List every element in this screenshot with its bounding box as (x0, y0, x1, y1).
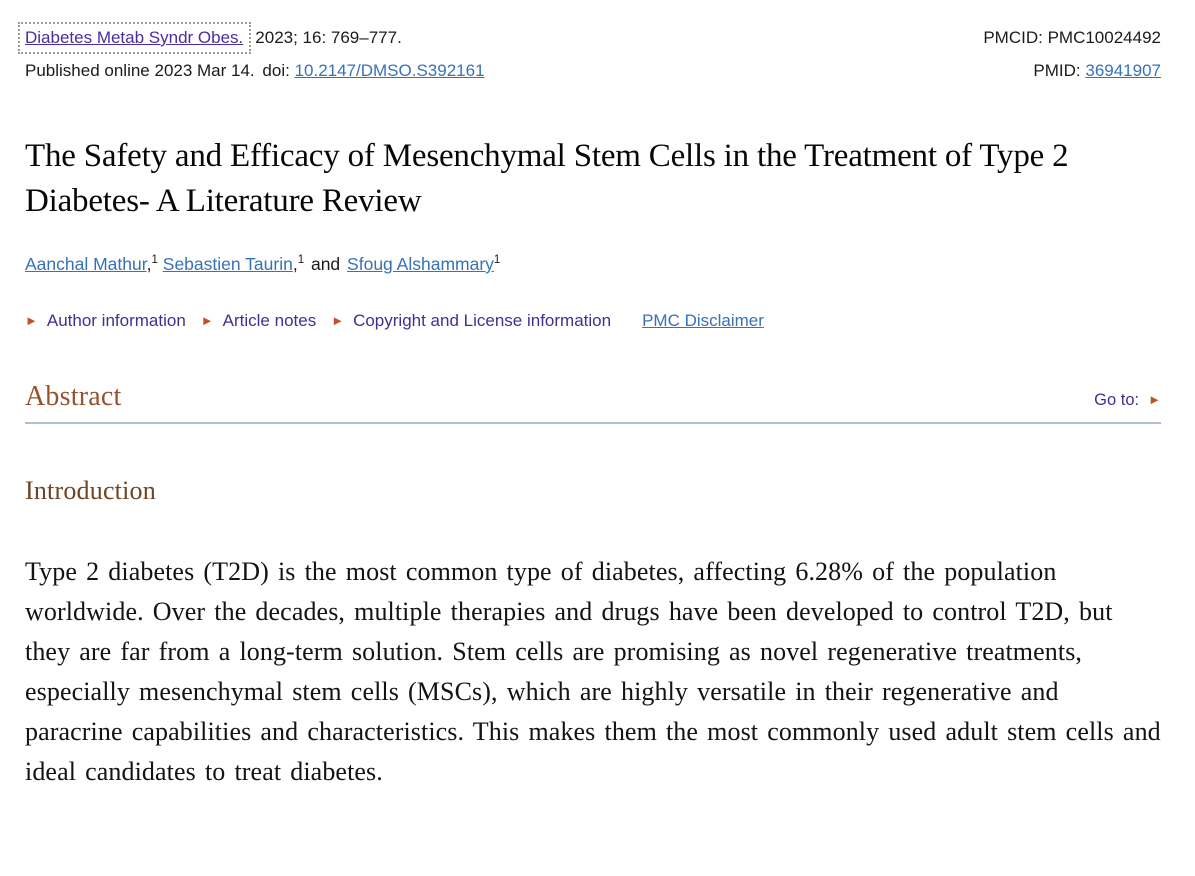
doi-label: doi: (262, 61, 290, 80)
author-affiliation-mark: 1 (297, 254, 305, 267)
pmid-block: PMID: 36941907 (1033, 61, 1161, 81)
author-link-2[interactable]: Sebastien Taurin (162, 254, 293, 274)
published-block: Published online 2023 Mar 14. doi: 10.21… (25, 61, 485, 81)
citation-row-2: Published online 2023 Mar 14. doi: 10.21… (25, 61, 1161, 81)
copyright-license-toggle[interactable]: ► Copyright and License information (331, 311, 611, 331)
author-separator: , (146, 254, 152, 274)
triangle-right-icon: ► (200, 313, 214, 328)
triangle-right-icon: ► (1148, 392, 1161, 407)
pmid-link[interactable]: 36941907 (1085, 61, 1161, 80)
author-information-label: Author information (46, 311, 186, 330)
go-to-link[interactable]: Go to: ► (1094, 391, 1161, 410)
pmcid-block: PMCID: PMC10024492 (983, 28, 1161, 48)
pmcid-value: PMC10024492 (1047, 28, 1161, 47)
pmid-label: PMID: (1033, 61, 1081, 80)
pmcid-label: PMCID: (983, 28, 1043, 47)
author-separator: , (292, 254, 298, 274)
authors-conjunction: and (310, 254, 341, 274)
author-link-1[interactable]: Aanchal Mathur (25, 254, 147, 274)
triangle-right-icon: ► (25, 313, 38, 328)
citation-text: 2023; 16: 769–777. (255, 28, 402, 47)
citation-row-1: Diabetes Metab Syndr Obes. 2023; 16: 769–… (17, 22, 1161, 54)
doi-link[interactable]: 10.2147/DMSO.S392161 (294, 61, 485, 80)
triangle-right-icon: ► (331, 313, 345, 328)
article-notes-toggle[interactable]: ► Article notes (201, 311, 316, 331)
abstract-section-header: Abstract Go to: ► (25, 381, 1161, 413)
authors-line: Aanchal Mathur,1 Sebastien Taurin,1 and … (25, 254, 1161, 275)
article-title: The Safety and Efficacy of Mesenchymal S… (25, 138, 1069, 219)
introduction-paragraph: Type 2 diabetes (T2D) is the most common… (25, 557, 1161, 786)
author-affiliation-mark: 1 (151, 254, 158, 267)
published-online-text: Published online 2023 Mar 14. (25, 61, 255, 80)
section-divider (25, 422, 1161, 424)
author-information-toggle[interactable]: ► Author information (25, 311, 186, 331)
front-matter-links: ► Author information ► Article notes ► C… (25, 311, 1161, 331)
article-notes-label: Article notes (222, 311, 317, 330)
pmc-disclaimer-link[interactable]: PMC Disclaimer (642, 311, 764, 330)
copyright-license-label: Copyright and License information (353, 311, 612, 330)
article-citation-header: Diabetes Metab Syndr Obes. 2023; 16: 769–… (17, 22, 1161, 81)
journal-citation: Diabetes Metab Syndr Obes. 2023; 16: 769–… (17, 22, 402, 54)
abstract-heading: Abstract (25, 381, 122, 412)
introduction-heading: Introduction (25, 476, 156, 505)
author-affiliation-mark: 1 (493, 254, 501, 267)
journal-title-link[interactable]: Diabetes Metab Syndr Obes. (17, 22, 252, 54)
author-link-3[interactable]: Sfoug Alshammary (347, 254, 494, 274)
go-to-label: Go to: (1094, 391, 1140, 409)
